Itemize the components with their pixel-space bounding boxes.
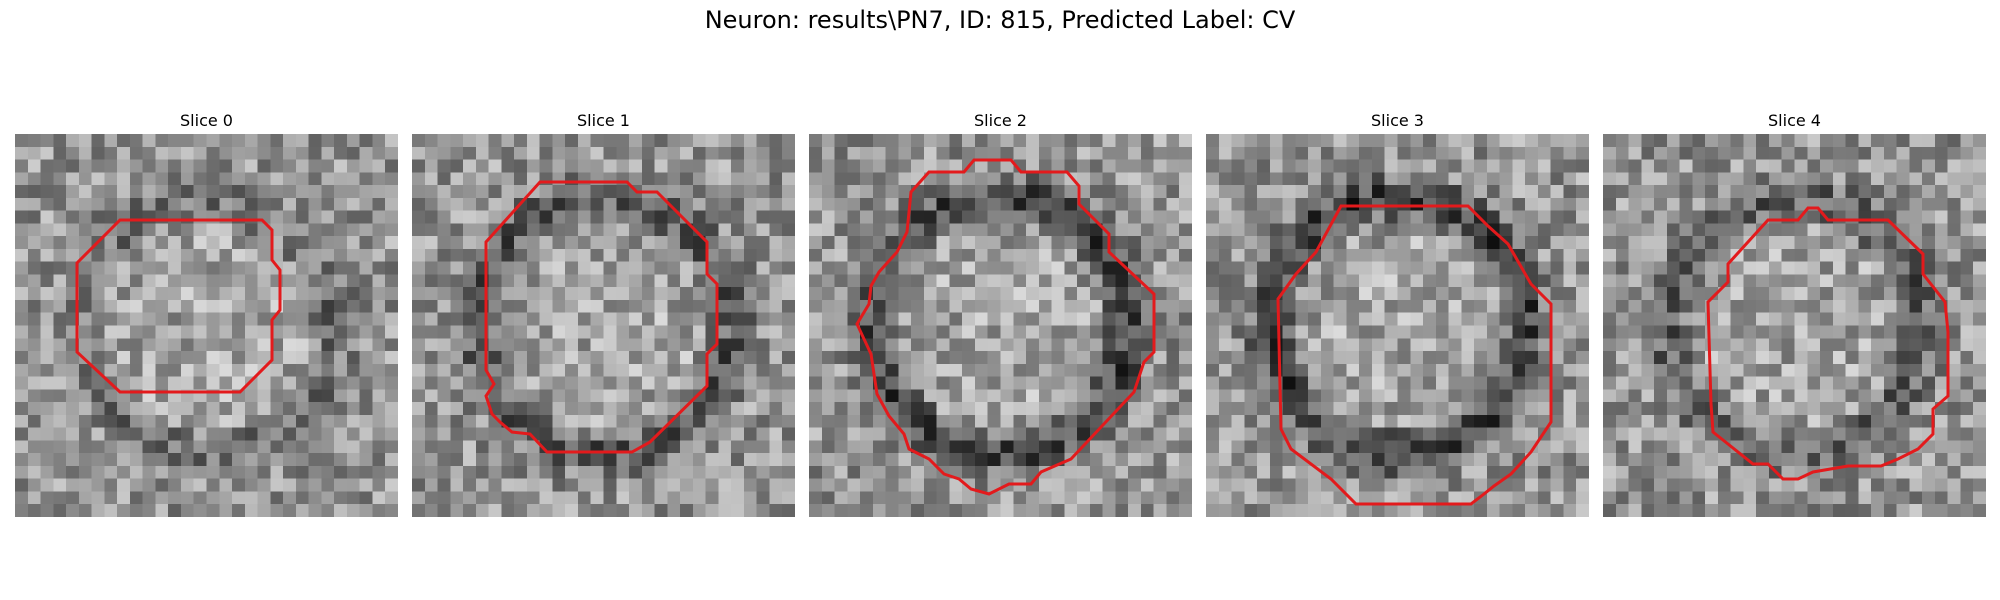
slice-title: Slice 1 <box>577 111 630 130</box>
slice-panel-4: Slice 4 <box>1603 108 1986 517</box>
slice-title: Slice 4 <box>1768 111 1821 130</box>
figure-title: Neuron: results\PN7, ID: 815, Predicted … <box>704 6 1296 34</box>
segmentation-contour <box>855 158 1156 496</box>
slice-image <box>809 134 1192 517</box>
slice-image <box>412 134 795 517</box>
grayscale-patch <box>1206 134 1589 517</box>
slice-panel-0: Slice 0 <box>15 108 398 517</box>
slice-panel-2: Slice 2 <box>809 108 1192 517</box>
slice-panel-1: Slice 1 <box>412 108 795 517</box>
segmentation-contour <box>75 218 282 394</box>
segmentation-contour <box>1706 206 1950 481</box>
slice-image <box>15 134 398 517</box>
segmentation-contour <box>484 180 719 454</box>
segmentation-contour <box>1276 204 1553 506</box>
contour-overlay <box>75 218 282 394</box>
slice-image <box>1206 134 1589 517</box>
contour-overlay <box>855 158 1156 496</box>
slice-title: Slice 2 <box>974 111 1027 130</box>
grayscale-patch <box>809 134 1192 517</box>
contour-overlay <box>1706 206 1950 481</box>
slice-image <box>1603 134 1986 517</box>
contour-overlay <box>484 180 719 454</box>
slice-panel-3: Slice 3 <box>1206 108 1589 517</box>
slice-title: Slice 0 <box>180 111 233 130</box>
grayscale-patch <box>15 134 398 517</box>
contour-overlay <box>1276 204 1553 506</box>
grayscale-patch <box>1603 134 1986 517</box>
slice-title: Slice 3 <box>1371 111 1424 130</box>
